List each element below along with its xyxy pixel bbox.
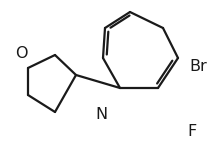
Text: N: N (95, 107, 107, 122)
Text: O: O (15, 46, 27, 61)
Text: F: F (188, 124, 197, 139)
Text: Br: Br (190, 59, 208, 74)
